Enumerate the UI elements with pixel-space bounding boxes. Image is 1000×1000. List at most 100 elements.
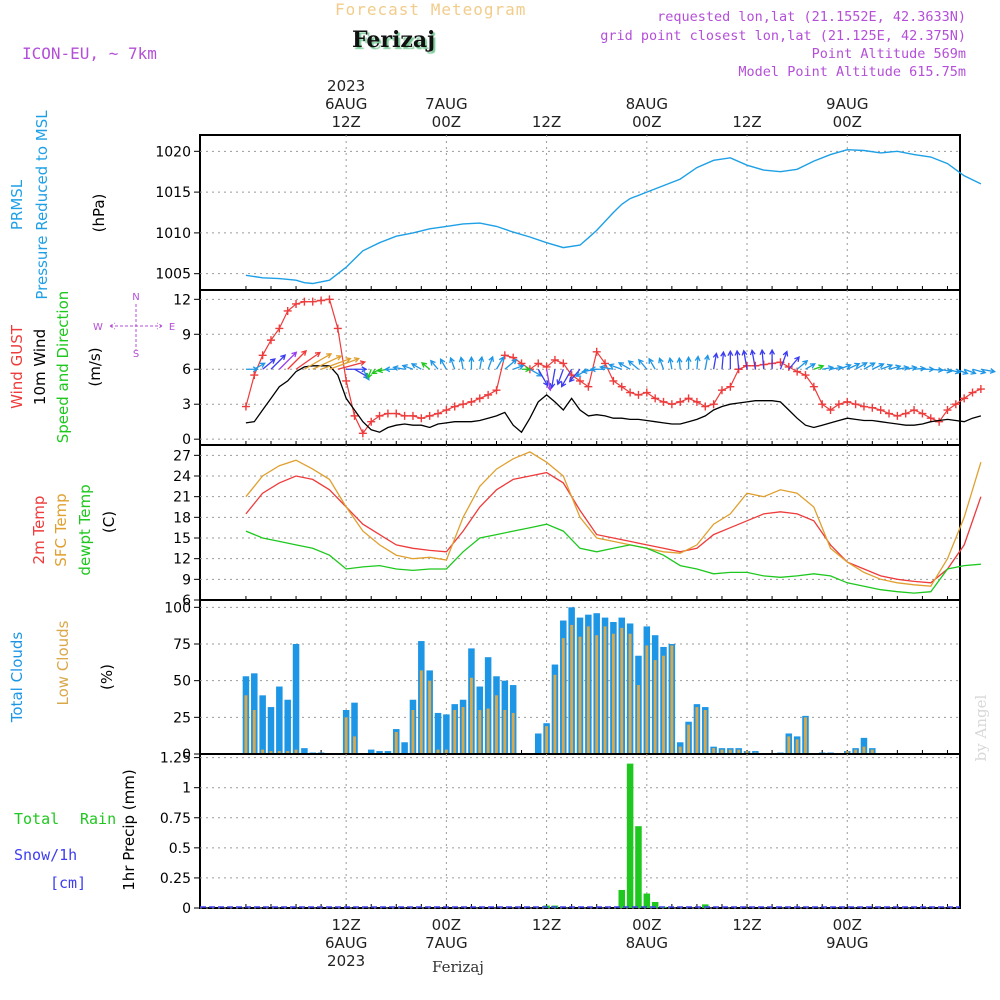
gust-marker [559, 359, 568, 368]
gust-marker [534, 359, 543, 368]
gust-marker [976, 385, 985, 394]
wind-direction-arrow [838, 363, 852, 370]
gust-marker [851, 400, 860, 409]
wind-direction-arrow [720, 350, 727, 370]
wind-direction-arrow [658, 357, 665, 370]
gust-marker [375, 411, 384, 420]
precip-ytick-label: 0.5 [169, 841, 191, 857]
precip-label-rain: Rain [80, 810, 116, 828]
wind-direction-arrow [320, 357, 352, 370]
gust-marker [843, 397, 852, 406]
clouds-label-total: Total Clouds [8, 632, 26, 724]
top-time-label: 12Z [331, 113, 360, 131]
low-cloud-bar [854, 749, 858, 754]
low-cloud-bar [277, 751, 281, 754]
gust-marker [383, 409, 392, 418]
total-cloud-bar [276, 686, 283, 754]
gust-marker [951, 400, 960, 409]
gust-marker [283, 306, 292, 315]
wind-direction-arrow [617, 362, 631, 370]
low-cloud-bar [678, 746, 682, 754]
rain-bar [618, 889, 626, 908]
wind-direction-arrow [504, 358, 518, 370]
wind-speed-line [245, 365, 982, 434]
sfc_temp-line [245, 451, 982, 587]
wind-direction-arrow [458, 356, 465, 370]
temperature-frame [199, 444, 961, 601]
gust-marker [717, 386, 726, 395]
gust-marker [701, 402, 710, 411]
wind-direction-arrow [245, 366, 259, 373]
total-cloud-bar [443, 714, 450, 754]
low-cloud-bar [628, 633, 632, 754]
wind-direction-arrow [749, 349, 757, 370]
low-cloud-bar [394, 732, 398, 754]
gust-marker [676, 397, 685, 406]
wind-direction-arrow [855, 362, 868, 370]
wind-direction-arrow [963, 368, 977, 375]
pressure-ytick-label: 1010 [155, 226, 191, 242]
wind-direction-arrow [846, 362, 861, 370]
gust-marker [617, 382, 626, 391]
pressure-panel: 1005 1010 1015 1020 PRMSL Pressure Reduced to… [8, 110, 982, 300]
gust-marker [926, 414, 935, 423]
wind-direction-arrow [449, 356, 456, 370]
gust-marker [692, 397, 701, 406]
wind-direction-arrow [694, 355, 701, 370]
low-cloud-bar [294, 749, 298, 754]
low-cloud-bar [461, 707, 465, 754]
low-cloud-bar [804, 717, 807, 754]
wind-direction-arrow [512, 364, 525, 370]
clouds-panel: 0 25 50 75 100 Total Clouds Low Clouds (%) [8, 599, 961, 763]
gust-marker [434, 409, 443, 418]
pressure-ytick-label: 1015 [155, 185, 191, 201]
wind-direction-arrow [312, 355, 343, 370]
top-time-label: 12Z [532, 113, 561, 131]
wind-direction-arrow [556, 369, 564, 386]
wind-ytick-label: 9 [182, 327, 191, 343]
pressure-label-unit: (hPa) [90, 194, 108, 233]
low-cloud-bar [428, 680, 432, 754]
low-cloud-bar [344, 717, 348, 754]
wind-direction-arrow [549, 369, 556, 390]
wind-direction-arrow [779, 350, 789, 370]
compass-west: W [93, 322, 103, 333]
clouds-label-unit: (%) [98, 664, 116, 690]
wind-direction-arrow [727, 349, 734, 370]
wind-direction-arrow [599, 364, 614, 371]
wind-direction-arrow [608, 363, 622, 370]
wind-direction-arrow [537, 368, 549, 387]
low-cloud-bar [578, 636, 582, 754]
low-cloud-bar [845, 751, 849, 754]
gust-marker [659, 397, 668, 406]
low-cloud-bar [269, 751, 273, 754]
gust-marker [709, 400, 718, 409]
gust-marker [601, 359, 610, 368]
wind-direction-arrow [637, 358, 648, 370]
wind-direction-arrow [478, 355, 485, 370]
rain-bar [651, 901, 659, 908]
temperature-panel: 6 9 12 15 18 21 24 27 2m Temp SFC Temp dewpt Temp (… [30, 444, 982, 609]
gust-marker [726, 382, 735, 391]
wind-direction-arrow [366, 369, 373, 380]
gust-marker [292, 299, 301, 308]
precip-frame [199, 753, 961, 909]
low-cloud-bar [553, 674, 557, 754]
low-cloud-bar [453, 710, 457, 754]
total-cloud-bar [351, 702, 358, 754]
pressure-label-prmsl: PRMSL [8, 179, 26, 230]
gust-marker [609, 376, 618, 385]
wind-direction-arrow [788, 355, 800, 370]
rain-bar [643, 893, 651, 908]
wind-direction-arrow [287, 349, 308, 370]
gust-marker [241, 402, 250, 411]
wind-direction-arrow [972, 368, 987, 375]
gust-marker [308, 297, 317, 306]
wind-direction-arrow [980, 368, 997, 374]
total-cloud-bar [284, 699, 291, 754]
gust-marker [893, 411, 902, 420]
wind-panel: 0 3 6 9 12 Wind GUST 10m Wind Speed and Directi… [8, 289, 997, 448]
clouds-label-low: Low Clouds [54, 620, 72, 705]
